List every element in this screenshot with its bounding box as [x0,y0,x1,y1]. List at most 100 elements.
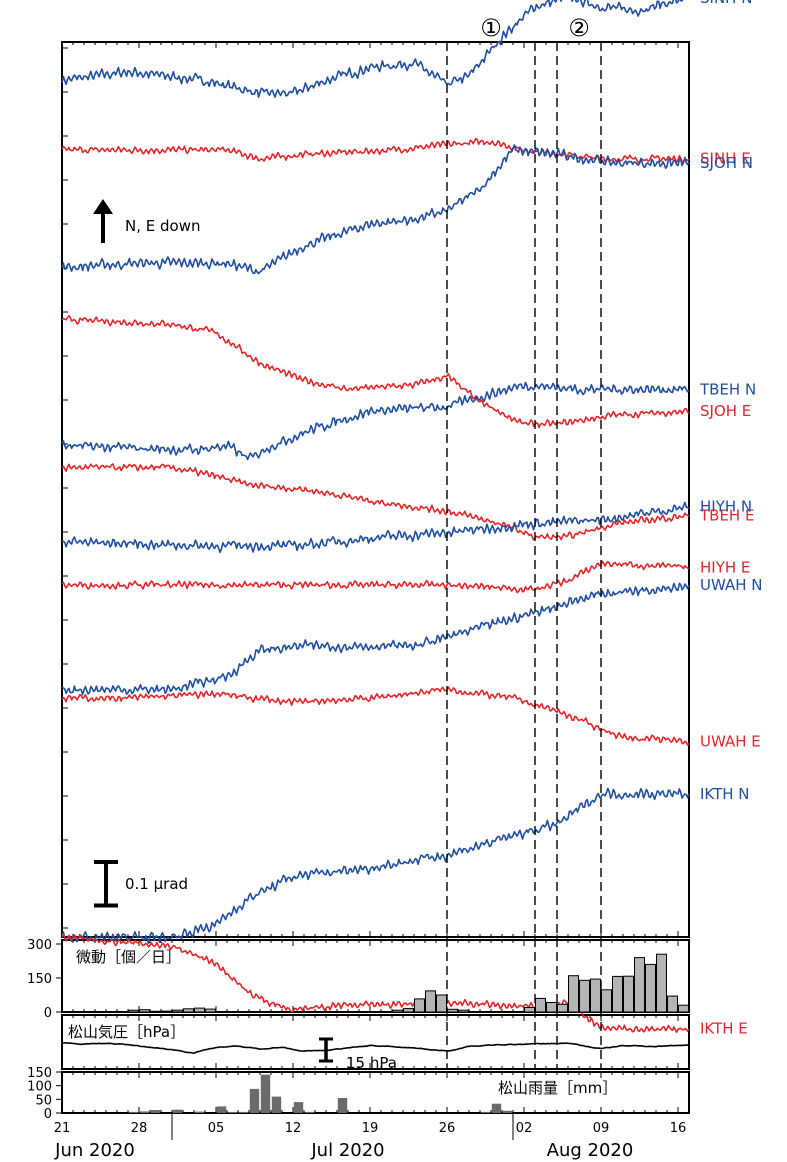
series-line-tbeh-e [61,463,690,541]
rain-y-tick-label: 100 [27,1080,52,1095]
tremor-bar [172,1009,183,1013]
pressure-scale-bar [319,1037,333,1063]
tremor-bar [678,1004,689,1013]
x-month-label: Jul 2020 [310,1140,384,1161]
tremor-y-tick-label: 150 [27,972,52,987]
series-label-ikth-e: IKTH E [700,1020,748,1038]
rain-bar [260,1074,271,1113]
tremor-bar [414,998,425,1013]
marker-label-1: ① [480,14,502,42]
series-line-uwah-e [61,686,690,746]
series-line-hiyh-n [61,501,690,554]
tremor-bar [436,994,447,1013]
panel-frame-3 [61,1014,690,1070]
tremor-bar [469,1011,480,1013]
rain-bar [480,1111,491,1113]
tremor-bar [590,978,601,1013]
tremor-bar [403,1008,414,1013]
x-tick-label: 19 [362,1121,379,1136]
arrow-label: N, E down [125,217,200,235]
tilt-scale-bar [94,860,118,908]
series-label-tbeh-n: TBEH N [699,380,756,398]
pressure-panel-title: 松山気圧［hPa］ [68,1023,185,1041]
rain-bar [194,1111,205,1113]
series-label-ikth-n: IKTH N [700,785,750,803]
tremor-bar [612,975,623,1013]
x-tick-label: 05 [208,1121,225,1136]
rain-bar [238,1111,249,1113]
x-month-label: Jun 2020 [54,1140,135,1161]
marker-label-2: ② [568,14,590,42]
event-markers [446,42,602,1069]
tremor-bar [161,1010,172,1013]
series-line-tbeh-n [61,381,690,461]
x-tick-label: 26 [439,1121,456,1136]
panel-frame-4 [61,1071,690,1114]
x-tick-label: 09 [593,1121,610,1136]
rain-bar [216,1106,227,1113]
tremor-bar [425,990,436,1013]
tremor-bar [194,1007,205,1013]
x-tick-label: 28 [131,1121,148,1136]
tremor-panel-title: 微動［個／日］ [76,948,181,966]
tremor-bar [205,1008,216,1013]
rain-y-tick-label: 150 [27,1066,52,1081]
series-line-sjoh-n [61,144,690,275]
tremor-bar [667,995,678,1013]
rain-bar [128,1111,139,1113]
rain-y-tick-label: 0 [44,1107,52,1122]
tremor-y-tick-label: 0 [44,1006,52,1021]
tremor-bar [524,1007,535,1013]
tremor-bar [557,1003,568,1013]
series-label-sinh-n: SINH N [700,0,752,7]
rain-bar [502,1110,513,1113]
x-tick-label: 02 [516,1121,533,1136]
series-line-ikth-e [61,933,690,1033]
rain-panel-title: 松山雨量［mm］ [498,1079,617,1097]
tremor-bar [150,1010,161,1013]
tremor-bar [216,1011,227,1013]
tremor-bar [128,1009,139,1013]
rain-bar [139,1111,150,1113]
series-label-hiyh-n: HIYH N [700,498,752,516]
series-label-sjoh-e: SJOH E [700,402,751,420]
series-label-sjoh-n: SJOH N [700,154,753,172]
tremor-y-tick-label: 300 [27,938,52,953]
tremor-bar [139,1009,150,1013]
series-line-hiyh-e [61,560,690,594]
tremor-bars [128,953,689,1013]
rain-y-tick-label: 50 [35,1093,52,1108]
tremor-bar [447,1008,458,1013]
direction-arrow [93,199,113,243]
panel-frame-1 [61,41,690,938]
rain-bar [150,1110,161,1113]
tremor-bar [546,1002,557,1013]
series-label-sinh-e: SINH E [700,150,751,168]
rain-bar [271,1096,282,1113]
tremor-bar [381,1011,392,1013]
rain-bars [128,1074,513,1113]
panel-frame-2 [61,939,690,1013]
rain-bar [172,1109,183,1113]
rain-bar [491,1103,502,1113]
rain-bar [337,1098,348,1113]
x-tick-label: 16 [670,1121,687,1136]
pressure-line [61,1042,690,1055]
tremor-bar [623,975,634,1013]
tremor-bar [568,975,579,1013]
series-line-sinh-e [61,137,690,164]
tilt-series-group [61,0,690,1033]
series-label-hiyh-e: HIYH E [700,559,750,577]
rain-bar [227,1111,238,1113]
tremor-bar [579,979,590,1013]
tilt-y-ticks [62,47,68,929]
tremor-bar [634,957,645,1013]
rain-bar [293,1102,304,1113]
series-label-uwah-e: UWAH E [700,733,761,751]
x-tick-label: 21 [54,1121,71,1136]
tilt-scale-label: 0.1 μrad [125,875,188,893]
series-line-ikth-n [61,787,690,944]
tremor-bar [656,953,667,1013]
series-label-tbeh-e: TBEH E [699,506,754,524]
tremor-bar [183,1008,194,1013]
